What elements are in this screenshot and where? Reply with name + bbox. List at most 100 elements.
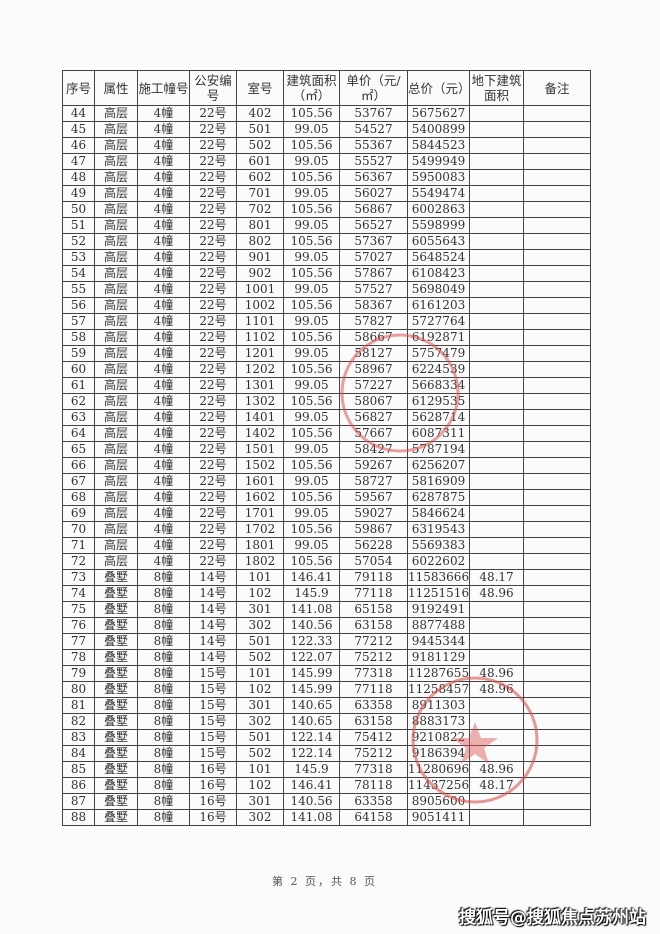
table-cell: 58067	[339, 393, 408, 410]
table-cell: 22号	[189, 441, 237, 458]
table-row: 80 叠墅 8幢 15号 102 145.99 77118 11258457 48.96	[62, 681, 591, 698]
table-cell: 9445344	[407, 633, 470, 650]
table-cell: 55527	[339, 153, 408, 170]
table-cell: 高层	[94, 121, 138, 138]
table-cell: 105.56	[283, 553, 340, 570]
table-cell: 105.56	[283, 329, 340, 346]
table-cell: 105.56	[283, 233, 340, 250]
table-cell: 1101	[236, 313, 284, 330]
table-cell: 4幢	[137, 217, 190, 234]
table-cell: 801	[236, 217, 284, 234]
table-cell: 高层	[94, 281, 138, 298]
table-cell: 1802	[236, 553, 284, 570]
table-cell: 141.08	[283, 809, 340, 826]
table-cell: 高层	[94, 201, 138, 218]
table-cell: 4幢	[137, 521, 190, 538]
table-cell: 1302	[236, 393, 284, 410]
table-cell: 58367	[339, 297, 408, 314]
table-cell: 59267	[339, 457, 408, 474]
table-cell: 58967	[339, 361, 408, 378]
table-cell: 83	[62, 729, 95, 746]
table-cell	[523, 361, 591, 378]
table-cell: 4幢	[137, 489, 190, 506]
table-cell: 8幢	[137, 745, 190, 762]
table-cell: 6161203	[407, 297, 470, 314]
table-row: 83 叠墅 8幢 15号 501 122.14 75412 9210822	[62, 729, 591, 746]
table-cell	[523, 329, 591, 346]
table-cell: 14号	[189, 617, 237, 634]
table-cell: 4幢	[137, 121, 190, 138]
table-cell: 6192871	[407, 329, 470, 346]
table-cell: 22号	[189, 377, 237, 394]
table-cell: 4幢	[137, 377, 190, 394]
table-cell: 高层	[94, 521, 138, 538]
table-cell: 59867	[339, 521, 408, 538]
table-cell: 叠墅	[94, 793, 138, 810]
table-row: 79 叠墅 8幢 15号 101 145.99 77318 11287655 48.96	[62, 665, 591, 682]
table-cell: 8幢	[137, 665, 190, 682]
table-cell	[469, 185, 524, 202]
column-header: 备注	[523, 70, 591, 106]
table-row: 81 叠墅 8幢 15号 301 140.65 63358 8911303	[62, 697, 591, 714]
table-cell: 5499949	[407, 153, 470, 170]
table-row: 75 叠墅 8幢 14号 301 141.08 65158 9192491	[62, 601, 591, 618]
table-cell: 105.56	[283, 393, 340, 410]
table-cell: 22号	[189, 297, 237, 314]
table-cell: 105.56	[283, 169, 340, 186]
table-cell: 22号	[189, 217, 237, 234]
table-cell: 77212	[339, 633, 408, 650]
table-cell: 502	[236, 745, 284, 762]
table-cell: 49	[62, 185, 95, 202]
table-cell: 15号	[189, 665, 237, 682]
table-cell: 4幢	[137, 537, 190, 554]
table-cell: 57027	[339, 249, 408, 266]
table-cell: 15号	[189, 681, 237, 698]
table-cell: 6108423	[407, 265, 470, 282]
table-cell: 501	[236, 729, 284, 746]
table-cell: 叠墅	[94, 745, 138, 762]
table-cell	[523, 185, 591, 202]
table-cell: 高层	[94, 297, 138, 314]
table-cell	[469, 153, 524, 170]
table-cell: 5846624	[407, 505, 470, 522]
table-cell: 4幢	[137, 425, 190, 442]
table-cell: 15号	[189, 745, 237, 762]
table-cell: 51	[62, 217, 95, 234]
table-cell: 叠墅	[94, 585, 138, 602]
table-cell: 1401	[236, 409, 284, 426]
table-cell: 8幢	[137, 569, 190, 586]
table-cell: 叠墅	[94, 777, 138, 794]
table-cell: 22号	[189, 345, 237, 362]
table-cell: 4幢	[137, 473, 190, 490]
table-cell: 99.05	[283, 217, 340, 234]
table-cell	[469, 745, 524, 762]
table-cell	[523, 153, 591, 170]
table-cell: 65	[62, 441, 95, 458]
table-cell	[523, 441, 591, 458]
table-cell	[523, 697, 591, 714]
table-cell: 64158	[339, 809, 408, 826]
table-cell: 75	[62, 601, 95, 618]
table-row: 47 高层 4幢 22号 601 99.05 55527 5499949	[62, 153, 591, 170]
table-cell: 8幢	[137, 729, 190, 746]
table-cell: 101	[236, 761, 284, 778]
table-row: 54 高层 4幢 22号 902 105.56 57867 6108423	[62, 265, 591, 282]
table-cell: 6256207	[407, 457, 470, 474]
table-cell	[469, 345, 524, 362]
table-cell: 高层	[94, 377, 138, 394]
table-cell: 5598999	[407, 217, 470, 234]
table-cell: 63158	[339, 713, 408, 730]
table-cell: 52	[62, 233, 95, 250]
table-cell: 叠墅	[94, 729, 138, 746]
table-cell: 48.17	[469, 777, 524, 794]
table-cell: 1801	[236, 537, 284, 554]
table-cell: 302	[236, 713, 284, 730]
table-cell	[523, 745, 591, 762]
table-cell: 55367	[339, 137, 408, 154]
table-cell: 45	[62, 121, 95, 138]
table-cell: 6055643	[407, 233, 470, 250]
table-cell: 14号	[189, 569, 237, 586]
table-cell: 15号	[189, 713, 237, 730]
table-cell: 高层	[94, 217, 138, 234]
table-cell	[469, 233, 524, 250]
